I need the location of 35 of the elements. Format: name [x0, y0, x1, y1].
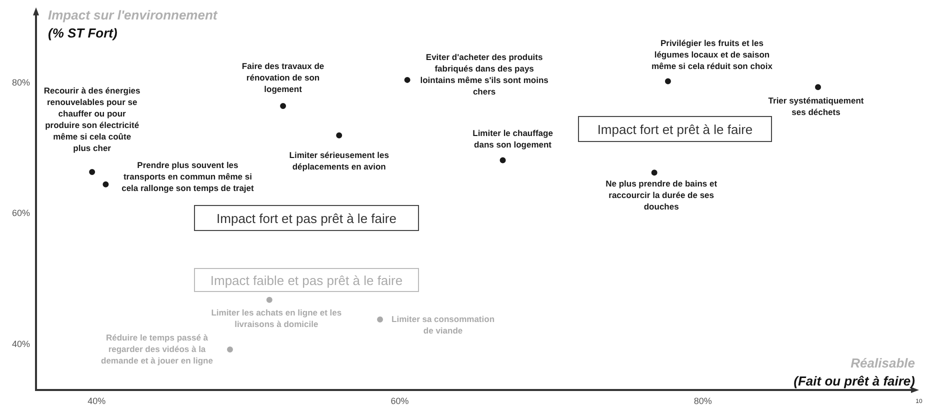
point	[280, 103, 286, 110]
point	[102, 181, 109, 188]
data-label: Réduire le temps passé à regarder des vidéos à la demande et à jouer en ligne	[101, 332, 214, 366]
point	[336, 132, 342, 138]
annotation: Impact faible et pas prêt à le faire	[194, 268, 419, 292]
data-label: Privilégier les fruits et les légumes locaux et de saison même si cela réduit son choix	[652, 38, 773, 72]
data-label: Trier systématiquement ses déchets	[768, 96, 864, 118]
point	[266, 296, 272, 303]
point	[89, 168, 96, 175]
annotation: Impact fort et prêt à le faire	[578, 116, 772, 142]
data-label: Recourir à des énergies renouvelables pour se chauffer ou pour produire son électricité même si cela coûte plus cher	[44, 86, 141, 154]
y-tick-label: 60%	[12, 208, 30, 218]
annotation: Impact fort et pas prêt à le faire	[194, 205, 419, 231]
y-tick-label: 80%	[12, 78, 30, 88]
data-label: Limiter sa consommation de viande	[392, 314, 495, 336]
data-label: Limiter sérieusement les déplacements en avion	[289, 150, 390, 172]
x-axis-title: Réalisable (Fait ou prêt à faire)	[794, 356, 915, 389]
x-tick-label: 60%	[390, 396, 409, 406]
point	[377, 316, 384, 322]
x-tick-label: 40%	[88, 396, 106, 406]
point	[404, 76, 410, 83]
point	[500, 157, 506, 164]
point	[664, 78, 671, 84]
x-tick-label: 80%	[694, 396, 712, 406]
data-label: Eviter d'acheter des produits fabriqués dans des pays lointains même s'ils sont moins chers	[420, 52, 549, 97]
data-label: Prendre plus souvent les transports en commun même si cela rallonge son temps de trajet	[122, 160, 254, 194]
y-axis-title: Impact sur l'environnement (% ST Fort)	[48, 8, 218, 41]
point	[651, 170, 658, 176]
point	[815, 84, 822, 90]
point	[226, 346, 233, 353]
y-tick-label: 40%	[12, 338, 30, 349]
data-label: Limiter le chauffage dans son logement	[472, 128, 554, 150]
data-label: Ne plus prendre de bains et raccourcir la durée de ses douches	[606, 178, 718, 212]
data-label: Faire des travaux de rénovation de son logement	[242, 60, 324, 94]
data-label: Limiter les achats en ligne et les livraisons à domicile	[211, 308, 342, 330]
